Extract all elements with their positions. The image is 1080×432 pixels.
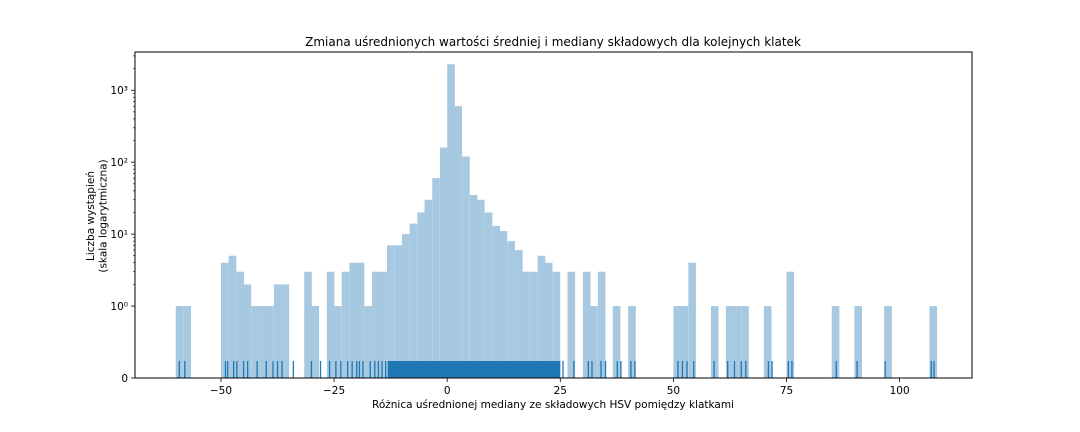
histogram-bar: [401, 234, 410, 378]
histogram-bar: [469, 194, 478, 378]
histogram-bar: [567, 271, 576, 378]
x-tick-label: −50: [210, 385, 232, 397]
histogram-bar: [597, 271, 606, 378]
histogram-bar: [884, 306, 892, 378]
histogram-bar: [417, 212, 425, 378]
histogram-bar: [590, 306, 598, 378]
x-axis: −50 −25 0 25 50 75 100: [210, 378, 910, 397]
y-tick-label: 10¹: [110, 229, 128, 241]
histogram-bar: [311, 306, 320, 378]
histogram-bar: [673, 306, 681, 378]
histogram-bar: [372, 271, 380, 378]
histogram-bar: [831, 306, 840, 378]
y-tick-label: 10⁰: [110, 301, 128, 313]
x-tick-label: 0: [444, 385, 451, 397]
histogram-bar: [447, 64, 455, 378]
histogram-bar: [228, 255, 237, 378]
histogram-bar: [733, 306, 742, 378]
histogram-bar: [786, 271, 795, 378]
histogram-bar: [266, 306, 274, 378]
histogram-bar: [326, 271, 335, 378]
histogram-bar: [529, 271, 538, 378]
histogram-bar: [492, 225, 501, 378]
histogram-bar: [379, 271, 387, 378]
chart-title: Zmiana uśrednionych wartości średniej i …: [305, 35, 801, 49]
histogram-bar: [552, 271, 561, 378]
histogram-bar: [183, 306, 192, 378]
x-tick-label: 100: [890, 385, 910, 397]
histogram-bar: [424, 199, 433, 378]
histogram-bar: [544, 262, 553, 378]
y-tick-label: 10²: [110, 157, 128, 169]
histogram-bar: [515, 250, 523, 378]
histogram-bar: [341, 271, 350, 378]
y-axis: 0 10⁰ 10¹ 10² 10³: [110, 55, 135, 385]
y-axis-label-line: Liczba wystąpień: [85, 171, 97, 261]
histogram-bar: [364, 306, 372, 378]
histogram-bar: [334, 306, 342, 378]
histogram-bar: [710, 306, 719, 378]
y-axis-label: Liczba wystąpień(skala logarytmiczna): [85, 159, 110, 272]
y-tick-label: 10³: [110, 85, 128, 97]
histogram-bar: [258, 306, 267, 378]
x-tick-label: 75: [780, 385, 793, 397]
histogram-bar: [929, 306, 938, 378]
histogram-bar: [273, 284, 282, 378]
x-axis-label: Różnica uśrednionej mediany ze składowyc…: [372, 399, 734, 411]
rug-dense-band: [388, 361, 561, 378]
y-axis-label-line: (skala logarytmiczna): [98, 159, 110, 272]
histogram-bar: [387, 245, 395, 378]
histogram-bar: [236, 271, 244, 378]
histogram-bar: [454, 106, 463, 379]
histogram-bar: [680, 306, 689, 378]
histogram-bar: [522, 271, 530, 378]
histogram-bar: [537, 255, 546, 378]
histogram-bar: [349, 262, 358, 378]
plot-frame: [134, 51, 973, 379]
histogram-bar: [462, 156, 470, 378]
histogram-bar: [304, 271, 312, 378]
histogram-bar: [175, 306, 184, 378]
histogram-bar: [243, 284, 252, 378]
x-tick-label: 50: [667, 385, 680, 397]
histogram-bar: [688, 262, 696, 378]
histogram-bar: [409, 223, 418, 378]
y-tick-label: 0: [121, 373, 128, 385]
histogram-bar: [484, 212, 493, 378]
histogram-bar: [854, 306, 862, 378]
histogram-bar: [220, 262, 229, 378]
histogram-bar: [725, 306, 734, 378]
histogram-bar: [741, 306, 749, 378]
histogram-bar: [507, 241, 515, 378]
histogram-bar: [394, 245, 403, 378]
histogram-bar: [356, 262, 365, 378]
x-tick-label: −25: [323, 385, 345, 397]
histogram-bar: [439, 147, 448, 378]
bars-group: [175, 64, 938, 379]
rug-group: [178, 361, 935, 378]
histogram-bar: [281, 284, 290, 378]
histogram-bar: [612, 306, 621, 378]
x-tick-label: 25: [554, 385, 567, 397]
histogram-bar: [499, 231, 508, 378]
histogram-bar: [763, 306, 772, 378]
histogram-bar: [432, 178, 440, 378]
histogram-bar: [582, 271, 591, 378]
histogram-bar: [251, 306, 259, 378]
histogram-bar: [477, 199, 485, 378]
histogram-bar: [628, 306, 636, 378]
